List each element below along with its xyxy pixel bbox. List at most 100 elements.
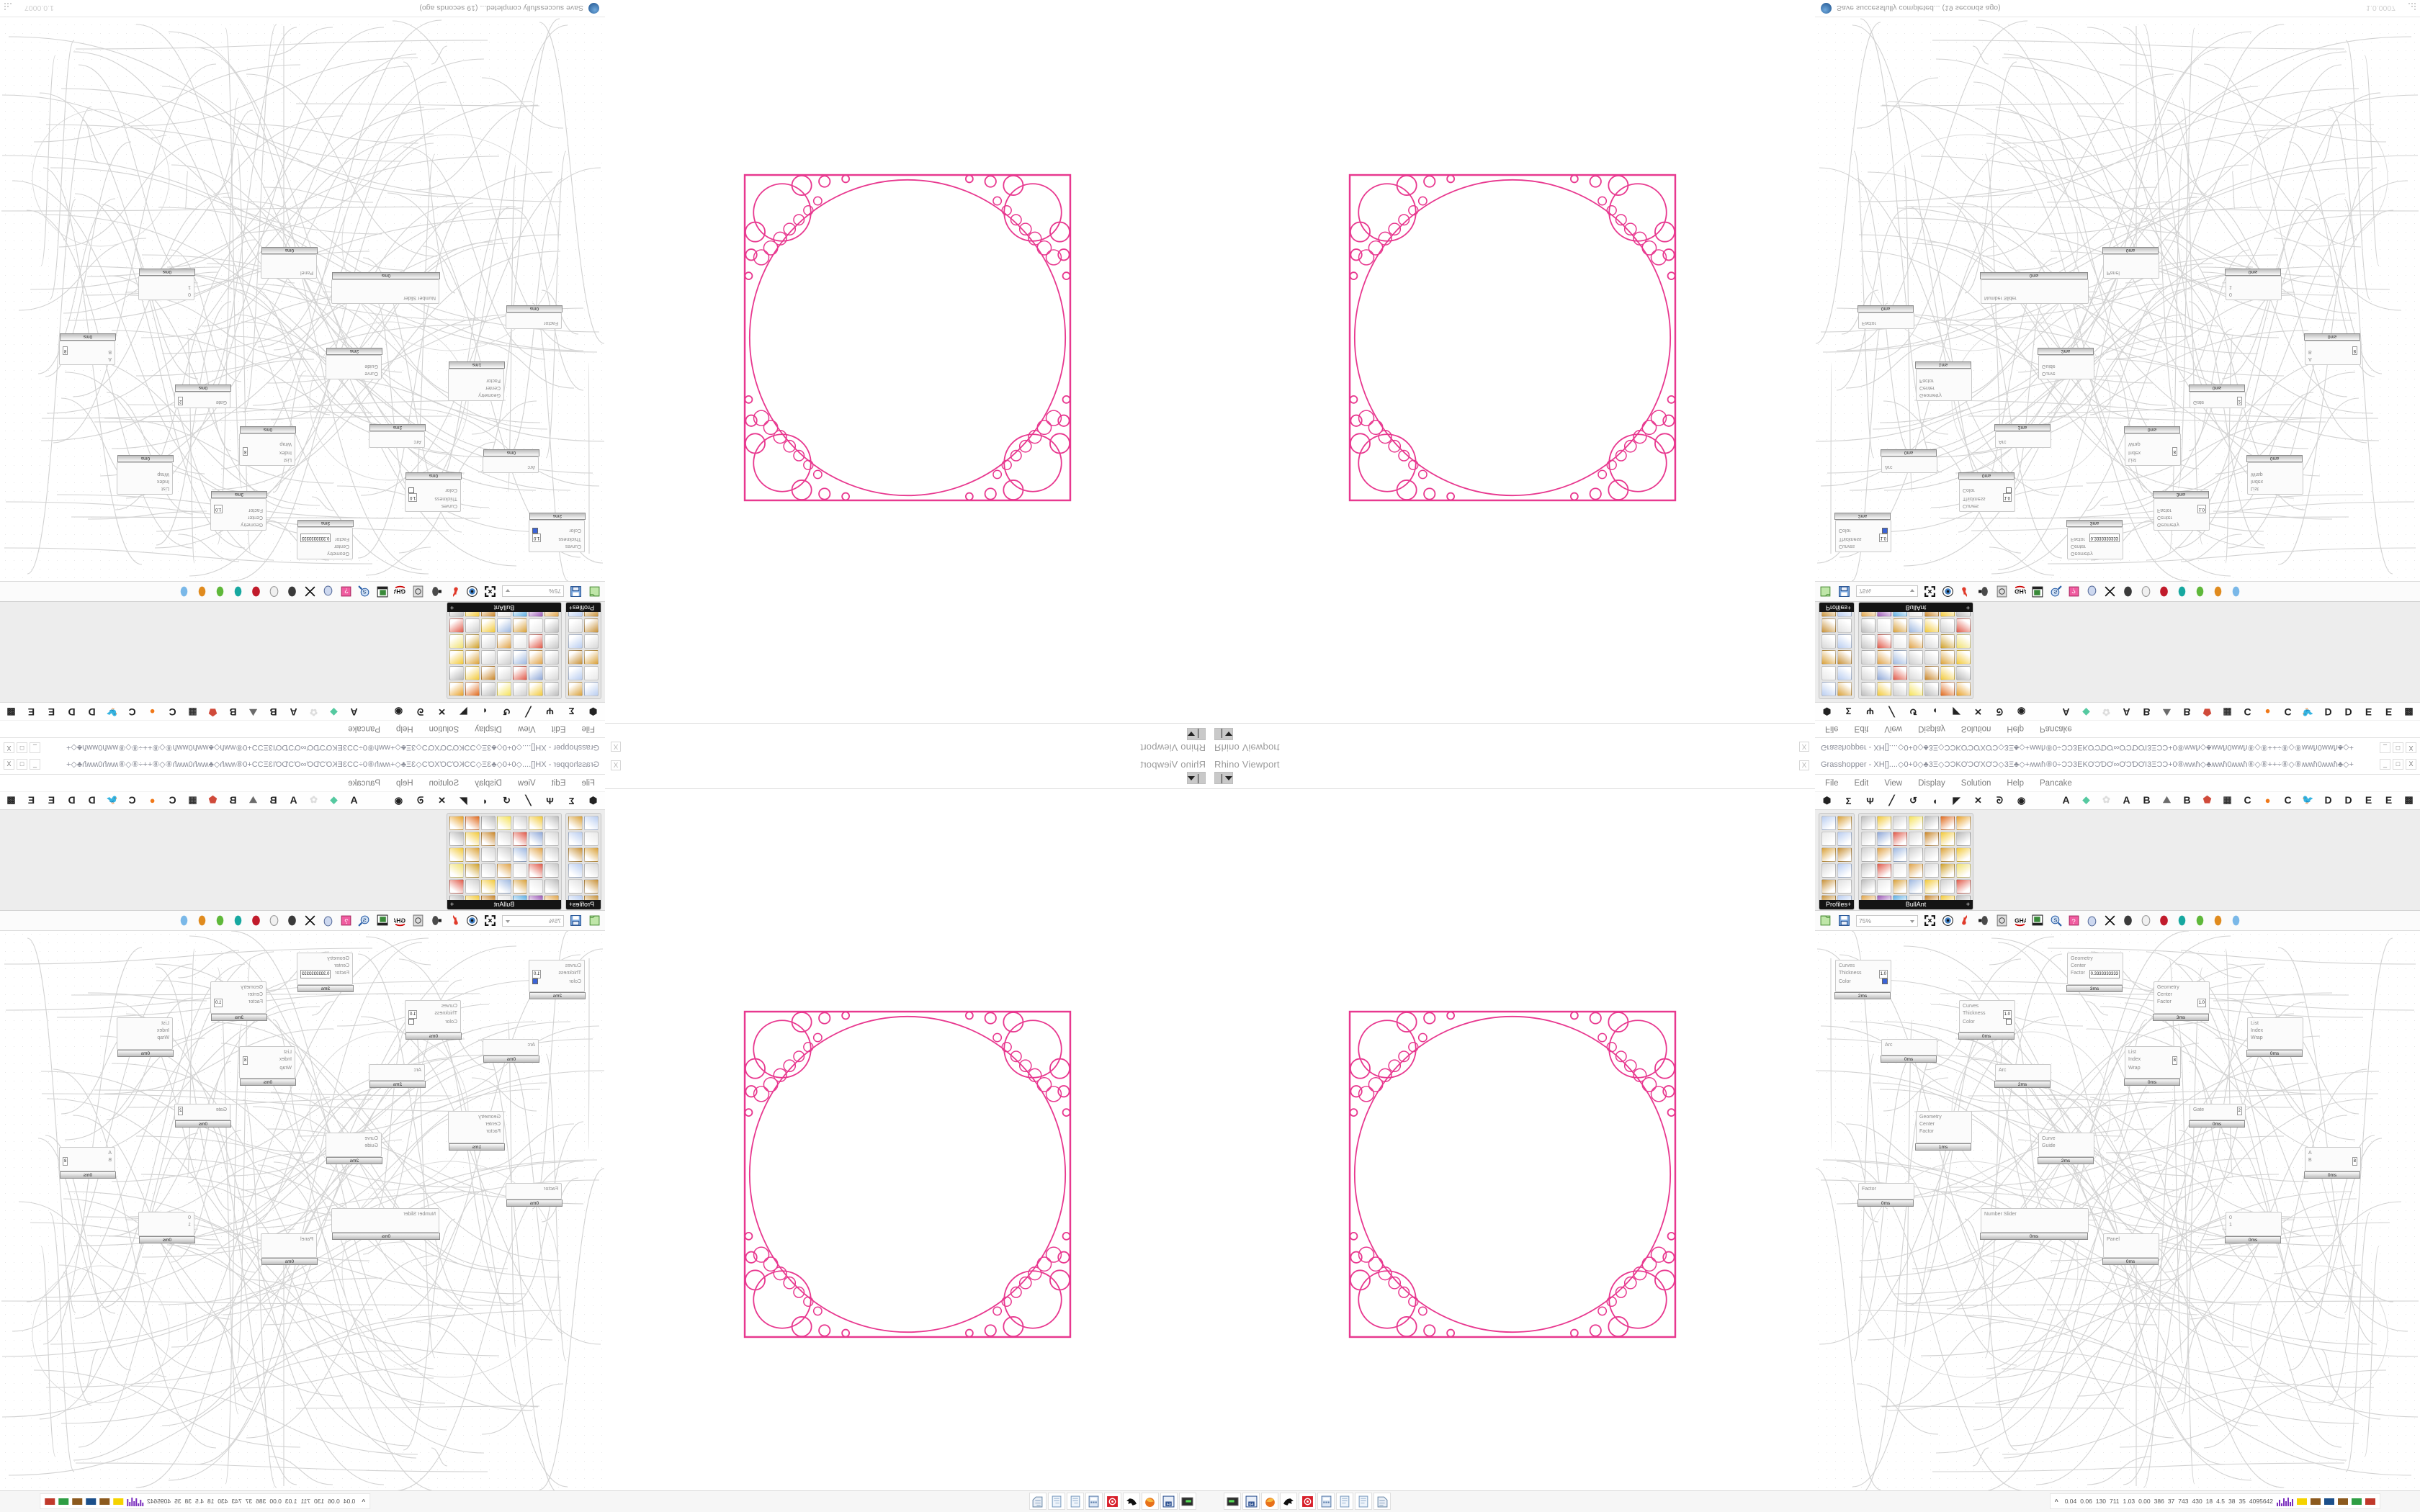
rhino-viewport-tab-label[interactable]: Rhino Viewport	[1214, 742, 1280, 753]
component-icon[interactable]	[1924, 618, 1939, 633]
panel-expander[interactable]: +	[1966, 900, 1970, 909]
taskbar-notepad-2-icon[interactable]	[1355, 1493, 1372, 1510]
component-icon[interactable]	[465, 650, 480, 665]
vector-icon[interactable]: ╱	[1886, 705, 1898, 718]
menu-item-file[interactable]: File	[1825, 725, 1839, 734]
component-icon[interactable]	[1861, 634, 1876, 649]
scissors-icon[interactable]	[304, 585, 316, 598]
black-bird-icon[interactable]: 🐦	[106, 793, 118, 806]
gh-color-swatch[interactable]	[1882, 528, 1888, 534]
letter-c-icon[interactable]: C	[166, 793, 179, 806]
component-icon[interactable]	[513, 618, 527, 633]
component-icon[interactable]	[1861, 847, 1876, 862]
gh-component[interactable]: Gate 2 0ms	[174, 1104, 231, 1128]
letter-b2-icon[interactable]: B	[227, 793, 239, 806]
halftone-grid-icon[interactable]: ▩	[5, 793, 17, 806]
letter-e2-icon[interactable]: E	[2383, 793, 2395, 806]
component-icon[interactable]	[1877, 863, 1891, 878]
component-icon[interactable]	[529, 863, 543, 878]
minimize-button[interactable]: _	[2380, 742, 2390, 753]
mesh-icon[interactable]: ◤	[457, 705, 470, 718]
component-icon[interactable]	[584, 650, 599, 665]
display-icon[interactable]: ◉	[2015, 794, 2027, 807]
letter-a2-icon[interactable]: A	[2120, 793, 2133, 806]
rhino-viewport-canvas[interactable]	[605, 0, 1210, 723]
component-icon[interactable]	[544, 832, 559, 846]
component-icon[interactable]	[568, 666, 583, 680]
sketch-red-icon[interactable]	[2158, 914, 2170, 927]
gh-component[interactable]: List Index 8 Wrap 0ms	[239, 426, 296, 466]
capsule-icon[interactable]	[1978, 914, 1990, 927]
gh-param-value[interactable]: 0.3333333333	[300, 970, 331, 978]
gh-param-value[interactable]: 1.0	[532, 534, 542, 542]
gh-component[interactable]: Geometry Center Factor 1ms	[448, 361, 505, 401]
surface-icon[interactable]: ◖	[479, 794, 491, 807]
gh-component[interactable]: Panel 0ms	[261, 247, 318, 279]
panel-expander[interactable]: +	[569, 603, 573, 612]
scissors-icon[interactable]	[304, 914, 316, 927]
letter-e-icon[interactable]: E	[45, 706, 58, 719]
capsule-icon[interactable]	[1978, 585, 1990, 598]
menu-item-display[interactable]: Display	[1918, 779, 1945, 788]
doc-properties-icon[interactable]	[2032, 914, 2044, 927]
component-icon[interactable]	[1909, 682, 1923, 696]
component-panel-profiles[interactable]: Profiles +	[565, 587, 601, 699]
component-icon[interactable]	[513, 879, 527, 894]
gh-param-value[interactable]: 1.0	[532, 970, 542, 978]
sketch-red-icon[interactable]	[250, 585, 262, 598]
maximize-button[interactable]: □	[2393, 759, 2403, 770]
gh-component[interactable]: Geometry Center Factor 1.0 3ms	[210, 491, 267, 531]
taskbar-rhino-icon[interactable]	[1123, 1493, 1140, 1510]
component-icon[interactable]	[1877, 816, 1891, 830]
grasshopper-canvas[interactable]: Curves Thickness 1.0 Color 2ms Curves Thicknes…	[0, 931, 605, 1495]
component-icon[interactable]	[449, 879, 464, 894]
gh-color-swatch[interactable]	[2006, 487, 2012, 493]
component-icon[interactable]	[497, 682, 511, 696]
menu-item-display[interactable]: Display	[475, 779, 502, 788]
menu-item-pancake[interactable]: Pancake	[2040, 779, 2072, 788]
mountain-icon[interactable]: ⛰	[2161, 706, 2173, 719]
mesh-icon[interactable]: ◤	[457, 794, 470, 807]
gh-param-value[interactable]: 1.0	[214, 505, 223, 513]
white-cloud-icon[interactable]: ✿	[2100, 793, 2112, 806]
gh-component[interactable]: Geometry Center Factor 1ms	[1915, 361, 1972, 401]
grasshopper-canvas[interactable]: Curves Thickness 1.0 Color 2ms Curves Thicknes…	[1815, 931, 2420, 1495]
component-icon[interactable]	[1909, 863, 1923, 878]
taskbar-floppy-64-icon[interactable]: 64	[1160, 1493, 1178, 1510]
open-file-icon[interactable]	[588, 585, 600, 598]
component-icon[interactable]	[481, 682, 496, 696]
transform-icon[interactable]: ᘒ	[1994, 705, 2006, 718]
component-icon[interactable]	[529, 832, 543, 846]
params-icon[interactable]: ⬢	[1821, 705, 1833, 718]
gh-component[interactable]: 0 1 0ms	[2225, 269, 2282, 300]
resize-grip[interactable]	[2408, 3, 2416, 10]
maths-icon[interactable]: Σ	[1842, 794, 1855, 807]
bake-icon[interactable]	[448, 585, 460, 598]
component-icon[interactable]	[1893, 879, 1907, 894]
component-icon[interactable]	[568, 847, 583, 862]
component-panel-profiles[interactable]: Profiles +	[1819, 587, 1855, 699]
gh-component[interactable]: Panel 0ms	[2102, 247, 2159, 279]
gh-component[interactable]: A B 8 0ms	[2304, 333, 2361, 365]
menu-item-solution[interactable]: Solution	[429, 725, 460, 734]
grid-icon[interactable]: ▦	[2221, 793, 2233, 806]
gh-param-value[interactable]: 8	[243, 447, 248, 456]
letter-e-icon[interactable]: E	[45, 793, 58, 806]
display-icon[interactable]: ◉	[393, 705, 405, 718]
gh-param-value[interactable]: 1.0	[1878, 534, 1888, 542]
component-icon[interactable]	[1924, 879, 1939, 894]
letter-d2-icon[interactable]: D	[2342, 706, 2354, 719]
grid-icon[interactable]: ▦	[2221, 706, 2233, 719]
component-icon[interactable]	[481, 618, 496, 633]
component-icon[interactable]	[544, 682, 559, 696]
component-icon[interactable]	[568, 682, 583, 696]
sketch-red-icon[interactable]	[2158, 585, 2170, 598]
taskbar-firefox-icon[interactable]	[1142, 1493, 1159, 1510]
component-icon[interactable]	[1924, 816, 1939, 830]
panel-expander[interactable]: +	[450, 603, 454, 612]
component-icon[interactable]	[1893, 650, 1907, 665]
gh-component[interactable]: Geometry Center Factor 1.0 3ms	[210, 981, 267, 1021]
zoom-level-input[interactable]: 75%	[502, 585, 564, 598]
gh-param-value[interactable]: 2	[178, 397, 184, 405]
gh-component[interactable]: Number Slider 0ms	[331, 1208, 440, 1240]
